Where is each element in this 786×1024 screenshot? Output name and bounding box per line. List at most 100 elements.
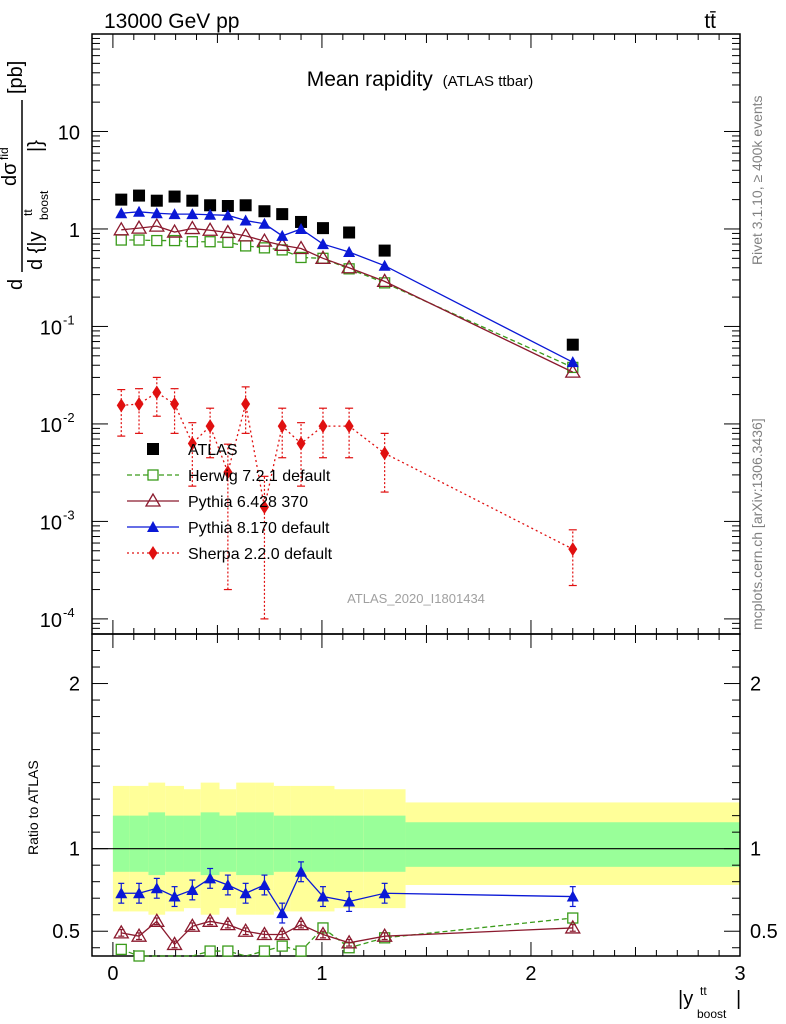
pythia6-data-point xyxy=(340,259,358,274)
x-label-boost: boost xyxy=(697,1007,727,1021)
pythia8-data-point xyxy=(316,238,329,250)
herwig-data-point xyxy=(151,234,163,247)
ratio-band-green xyxy=(311,815,335,872)
ratio-band-green xyxy=(148,812,166,876)
ratio-y-tick-label: 2 xyxy=(750,674,761,696)
pythia8-data-point xyxy=(566,356,579,368)
y-tick-label: 10 xyxy=(40,512,62,534)
x-tick-label: 2 xyxy=(525,963,536,985)
atlas-data-point xyxy=(566,338,579,351)
x-tick-label: 0 xyxy=(107,963,118,985)
pythia8-ratio-point xyxy=(204,872,217,884)
pythia8-ratio-point xyxy=(133,887,146,899)
pythia6-ratio-point xyxy=(148,913,165,927)
herwig-ratio-point xyxy=(222,945,234,957)
pythia8-ratio-point xyxy=(115,887,128,899)
pythia8-ratio-point xyxy=(566,890,579,902)
pythia8-data-point xyxy=(204,208,217,220)
pythia8-ratio-point xyxy=(295,865,308,877)
ratio-y-tick-label: 2 xyxy=(69,674,80,696)
y-tick-label: 10 xyxy=(40,610,62,632)
y-label-boost: boost xyxy=(37,190,51,220)
ratio-y-tick-label: 0.5 xyxy=(52,921,80,943)
atlas-data-point xyxy=(186,194,199,207)
atlas-data-point xyxy=(150,194,163,207)
y-axis-label-ratio: Ratio to ATLAS xyxy=(25,760,41,855)
pythia6-ratio-point xyxy=(166,936,183,951)
sherpa-data-point xyxy=(187,436,197,451)
sherpa-data-point xyxy=(259,500,269,515)
pythia6-ratio-point xyxy=(219,916,237,931)
pythia8-data-point xyxy=(221,209,234,221)
pythia6-data-point xyxy=(148,217,165,232)
herwig-ratio-point xyxy=(204,945,216,957)
pythia6-data-point xyxy=(219,224,237,239)
ratio-band-green xyxy=(165,815,184,872)
pythia6-ratio-point xyxy=(314,926,332,941)
herwig-ratio-point xyxy=(258,945,271,957)
herwig-data-point xyxy=(295,251,307,264)
sherpa-data-point xyxy=(223,465,233,480)
pythia8-data-point xyxy=(378,259,391,271)
herwig-data-point xyxy=(239,240,252,252)
atlas-data-point xyxy=(276,208,289,221)
ratio-band-green xyxy=(334,815,364,872)
ratio-band-green xyxy=(236,812,256,876)
atlas-data-point xyxy=(378,244,391,257)
x-tick-label: 1 xyxy=(316,963,327,985)
pythia8-data-point xyxy=(239,214,252,226)
sherpa-data-point xyxy=(296,436,306,451)
pythia6-ratio-point xyxy=(376,927,393,942)
y-tick-label-exponent: -2 xyxy=(63,410,75,425)
herwig-data-point xyxy=(186,236,198,248)
pythia6-data-point xyxy=(130,219,148,234)
ratio-y-tick-label: 0.5 xyxy=(750,921,778,943)
y-label-fid: fid xyxy=(0,147,11,160)
atlas-data-point xyxy=(221,200,234,213)
pythia6-data-point xyxy=(201,221,219,236)
energy-label: 13000 GeV pp xyxy=(104,10,239,33)
y-tick-label: 10 xyxy=(40,415,62,437)
pythia6-ratio-point xyxy=(130,927,148,942)
ratio-y-tick-label: 1 xyxy=(750,839,761,861)
herwig-main-line xyxy=(121,239,574,369)
pythia8-ratio-point xyxy=(316,890,329,902)
ratio-band-green xyxy=(112,815,130,872)
side-label-rivet: Rivet 3.1.10, ≥ 400k events xyxy=(749,95,765,265)
pythia6-ratio-point xyxy=(201,913,219,927)
atlas-data-point xyxy=(168,190,181,203)
ratio-band-green xyxy=(290,815,312,872)
legend-label-sherpa: Sherpa 2.2.0 default xyxy=(188,546,333,563)
pythia8-data-point xyxy=(258,217,271,229)
pythia8-ratio-point xyxy=(343,895,356,907)
ratio-band-green xyxy=(273,815,291,872)
sherpa-data-point xyxy=(134,397,144,412)
herwig-ratio-line xyxy=(121,917,573,957)
herwig-data-point xyxy=(204,236,216,248)
pythia8-ratio-point xyxy=(258,878,271,890)
process-label: tt̄ xyxy=(704,10,716,33)
pythia8-data-point xyxy=(115,207,128,219)
pythia8-ratio-point xyxy=(239,887,252,899)
pythia6-data-point xyxy=(314,250,332,264)
legend-marker-sherpa xyxy=(148,546,158,560)
ratio-band-green xyxy=(405,822,740,867)
ratio-band-green xyxy=(129,815,149,872)
pythia8-ratio-point xyxy=(186,883,199,895)
sherpa-data-point xyxy=(116,398,126,413)
ratio-plot-panel: 0 1 2 30.5 0.51 12 2 xyxy=(52,620,778,985)
pythia6-data-point xyxy=(564,363,581,378)
x-label-tt: tt xyxy=(700,984,707,998)
y-label-close: |} xyxy=(25,140,47,152)
y-axis-label-main: d dσ fid d {|y tt boost |} [pb] xyxy=(0,61,51,290)
sherpa-data-point xyxy=(152,385,162,400)
pythia6-data-point xyxy=(256,232,273,247)
sherpa-data-point xyxy=(277,419,287,434)
plot-title-sub: (ATLAS ttbar) xyxy=(443,73,534,90)
y-tick-label: 10 xyxy=(40,317,62,339)
pythia8-data-point xyxy=(276,229,289,241)
side-label-source: mcplots.cern.ch [arXiv:1306.3436] xyxy=(749,418,765,630)
legend-marker-pythia8 xyxy=(147,521,159,532)
x-label-bar: |y xyxy=(678,988,693,1010)
